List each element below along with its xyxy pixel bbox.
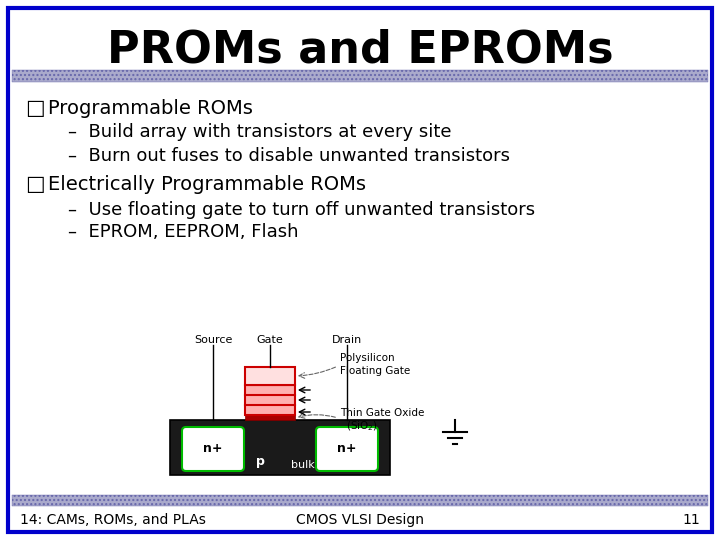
Text: Gate: Gate (256, 335, 284, 345)
FancyBboxPatch shape (182, 427, 244, 471)
Text: 11: 11 (683, 513, 700, 527)
Text: CMOS VLSI Design: CMOS VLSI Design (296, 513, 424, 527)
Bar (170, 420, 390, 475)
Text: –  Build array with transistors at every site: – Build array with transistors at every … (68, 123, 451, 141)
Bar (245, 415, 295, 420)
Text: (SiO$_2$): (SiO$_2$) (346, 419, 378, 433)
FancyBboxPatch shape (8, 8, 712, 532)
Bar (12, 495, 708, 506)
Text: □: □ (25, 98, 45, 118)
Text: Programmable ROMs: Programmable ROMs (48, 98, 253, 118)
Text: –  Burn out fuses to disable unwanted transistors: – Burn out fuses to disable unwanted tra… (68, 147, 510, 165)
Text: 14: CAMs, ROMs, and PLAs: 14: CAMs, ROMs, and PLAs (20, 513, 206, 527)
Text: n+: n+ (337, 442, 356, 456)
Text: PROMs and EPROMs: PROMs and EPROMs (107, 29, 613, 71)
FancyBboxPatch shape (316, 427, 378, 471)
Bar (245, 385, 295, 415)
Text: –  Use floating gate to turn off unwanted transistors: – Use floating gate to turn off unwanted… (68, 201, 535, 219)
Text: Polysilicon: Polysilicon (340, 353, 395, 363)
Text: Floating Gate: Floating Gate (340, 366, 410, 376)
Text: □: □ (25, 174, 45, 194)
Bar (12, 70, 708, 82)
Text: n+: n+ (203, 442, 222, 456)
Text: Drain: Drain (332, 335, 362, 345)
Text: Source: Source (194, 335, 232, 345)
Text: bulk Si: bulk Si (292, 460, 329, 470)
Text: Electrically Programmable ROMs: Electrically Programmable ROMs (48, 174, 366, 193)
Text: p: p (256, 455, 264, 468)
Text: –  EPROM, EEPROM, Flash: – EPROM, EEPROM, Flash (68, 223, 299, 241)
Bar (245, 367, 295, 385)
Text: Thin Gate Oxide: Thin Gate Oxide (340, 408, 424, 418)
